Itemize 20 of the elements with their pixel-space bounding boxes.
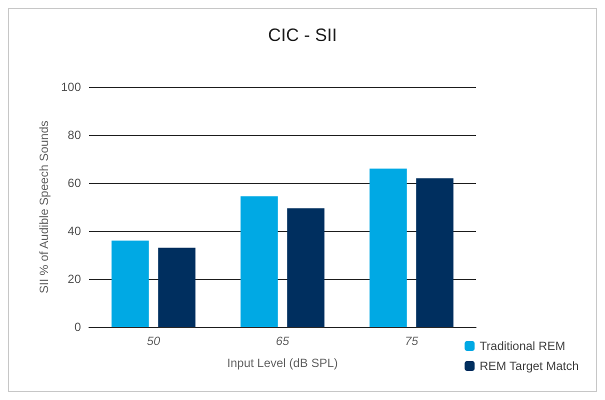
bar: [112, 240, 149, 327]
y-tick-label: 100: [60, 80, 82, 94]
y-tick-label: 40: [68, 224, 82, 238]
bar: [287, 208, 324, 327]
x-tick-label: 50: [146, 334, 160, 348]
legend-label: Traditional REM: [480, 339, 566, 353]
x-tick-label: 75: [404, 334, 418, 348]
bar: [370, 168, 407, 327]
x-tick-label: 65: [276, 334, 290, 348]
legend-label: REM Target Match: [480, 359, 579, 373]
y-tick-label: 0: [74, 320, 82, 334]
x-axis-title: Input Level (dB SPL): [227, 356, 338, 370]
bar: [416, 178, 454, 327]
y-tick-label: 80: [68, 128, 82, 142]
bar: [240, 196, 278, 327]
y-tick-label: 60: [68, 176, 82, 190]
y-tick-label: 20: [68, 272, 82, 286]
bar: [158, 248, 196, 327]
y-axis-title: SII % of Audible Speech Sounds: [37, 120, 52, 294]
chart-title: CIC - SII: [268, 25, 338, 45]
